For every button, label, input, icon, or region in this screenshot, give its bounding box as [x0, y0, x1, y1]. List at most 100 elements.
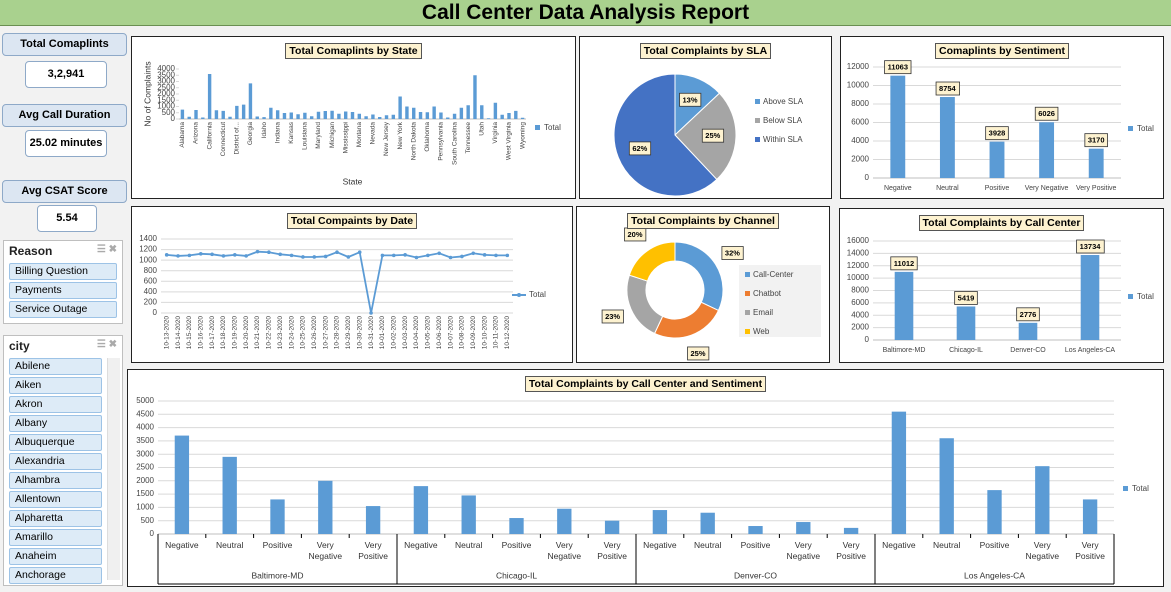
bar — [493, 102, 498, 119]
slicer-item[interactable]: Aiken — [9, 377, 102, 394]
bar — [486, 118, 491, 119]
bar — [452, 113, 457, 119]
y-tick-label: 1000 — [136, 503, 154, 512]
legend-swatch — [1123, 486, 1128, 491]
y-tick-label: 3000 — [157, 77, 175, 86]
bar — [316, 111, 321, 119]
bar — [405, 106, 409, 119]
data-label-box — [1084, 133, 1108, 148]
x-tick-label: 10-15-2020 — [186, 316, 193, 350]
chart-title: Total Complaints by Channel — [627, 213, 779, 229]
chart-title-wrap: Total Complaints by Call Center and Sent… — [128, 374, 1163, 392]
slicer-item[interactable]: Abilene — [9, 358, 102, 375]
clear-filter-icon[interactable]: ☰ ✖ — [96, 339, 117, 350]
group-label: Denver-CO — [734, 570, 777, 580]
chart-title-wrap: Total Comaplints by State — [132, 41, 575, 59]
data-label: 3928 — [989, 129, 1006, 138]
y-tick-label: 200 — [144, 298, 158, 307]
data-label-box — [687, 346, 710, 361]
x-tick-label: Michigan — [329, 122, 336, 148]
bar — [480, 105, 484, 119]
slicer-item[interactable]: Albuquerque — [9, 434, 102, 451]
chart-title: Total Complaints by Call Center — [918, 215, 1085, 231]
data-label-box — [1016, 307, 1040, 322]
x-tick-label: Very Positive — [358, 540, 388, 561]
x-tick-label: California — [206, 122, 213, 150]
bar — [748, 526, 763, 534]
x-tick-label: Positive — [979, 540, 1010, 550]
x-tick-label: 10-18-2020 — [220, 316, 227, 350]
x-tick-label: 10-03-2020 — [402, 316, 409, 350]
slicer-item[interactable]: Allentown — [9, 491, 102, 508]
legend-label: Web — [753, 327, 770, 336]
chart-panel: 13% Above SLA 25% Below SLA 62% Within SLA Tot… — [579, 36, 832, 199]
x-tick-label: Neutral — [215, 540, 244, 550]
y-tick-label: 14000 — [847, 248, 870, 257]
slice — [628, 241, 676, 282]
x-tick-label: 10-22-2020 — [266, 316, 273, 350]
y-tick-label: 3500 — [157, 70, 175, 79]
legend-label: Within SLA — [763, 135, 803, 144]
scrollbar — [107, 358, 120, 580]
slicer-item[interactable]: Amarillo — [9, 529, 102, 546]
y-tick-label: 5000 — [136, 396, 154, 405]
bar — [262, 117, 266, 119]
clear-filter-icon[interactable]: ☰ ✖ — [96, 244, 117, 255]
slicer-item[interactable]: Billing Question — [9, 263, 117, 280]
y-tick-label: 10000 — [847, 273, 870, 282]
bar — [507, 113, 511, 119]
legend-swatch — [535, 125, 540, 130]
x-tick-label: Negative — [643, 540, 677, 550]
slicer-item[interactable]: Albany — [9, 415, 102, 432]
x-tick-label: Very Positive — [597, 540, 627, 561]
y-tick-label: 12000 — [847, 261, 870, 270]
bar — [796, 522, 811, 534]
slicer-item[interactable]: Akron — [9, 396, 102, 413]
bar — [891, 411, 907, 534]
bar — [180, 109, 185, 119]
bar — [282, 113, 287, 119]
slicer-item[interactable]: Alhambra — [9, 472, 102, 489]
y-tick-label: 0 — [865, 335, 870, 344]
legend-swatch — [745, 329, 750, 334]
chart-title: Comaplints by Sentiment — [934, 43, 1069, 59]
y-tick-label: 6000 — [851, 298, 869, 307]
bar — [412, 107, 416, 119]
y-tick-label: 2000 — [136, 476, 154, 485]
slicer-item[interactable]: Alexandria — [9, 453, 102, 470]
x-tick-label: Very Positive — [1076, 185, 1117, 192]
x-tick-label: 10-08-2020 — [459, 316, 466, 350]
chart: 0 2000 4000 6000 8000 10000 12000 14000 16000 Bal… — [847, 236, 1154, 354]
legend-label: Total — [1132, 484, 1149, 493]
slicer-item[interactable]: Anchorage — [9, 567, 102, 584]
title-bar: Call Center Data Analysis Report — [0, 0, 1171, 26]
slicer-item[interactable]: Service Outage — [9, 301, 117, 318]
x-tick-label: Very Negative — [547, 540, 582, 561]
x-tick-label: Idaho — [261, 122, 268, 139]
x-tick-label: Virginia — [492, 122, 499, 144]
slicer-item[interactable]: Alpharetta — [9, 510, 102, 527]
bar — [289, 112, 293, 119]
bar — [323, 111, 327, 119]
bar — [235, 105, 239, 119]
slice — [653, 301, 720, 339]
x-tick-label: Negative — [404, 540, 438, 550]
report-title: Call Center Data Analysis Report — [421, 1, 750, 24]
bar — [459, 107, 464, 119]
slicer-item[interactable]: Payments — [9, 282, 117, 299]
y-tick-label: 2500 — [136, 463, 154, 472]
bar — [275, 110, 280, 119]
slicer-item[interactable]: Anaheim — [9, 548, 102, 565]
bar — [343, 111, 348, 119]
x-tick-label: Very Negative — [308, 540, 343, 561]
chart-panel: 0 500 1000 1500 2000 2500 3000 3500 4000 4500 5000… — [127, 369, 1164, 587]
chart-panel: 0 200 400 600 800 1000 1200 1400 10-13-2020 10-14… — [131, 206, 573, 363]
x-tick-label: 10-20-2020 — [243, 316, 250, 350]
chart-title: Total Complaints by SLA — [639, 43, 772, 59]
x-tick-label: Very Negative — [1025, 185, 1069, 192]
slicer-header: Reason ☰ ✖ — [4, 241, 122, 261]
slice — [626, 274, 664, 335]
y-tick-label: 0 — [150, 529, 155, 538]
